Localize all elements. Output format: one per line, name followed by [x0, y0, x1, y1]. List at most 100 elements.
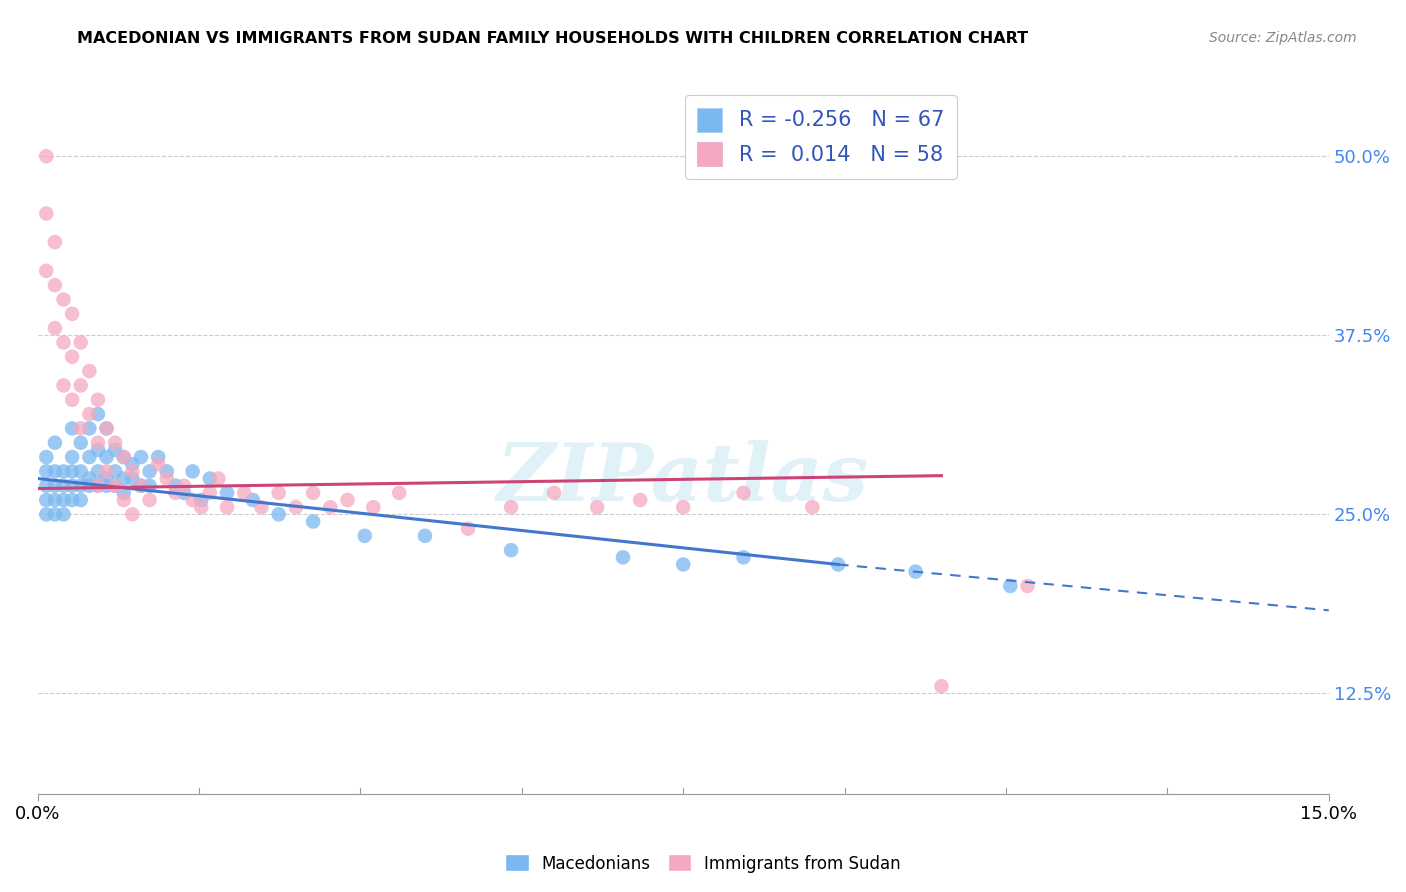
- Point: [198, 486, 221, 500]
- Text: ZIPatlas: ZIPatlas: [498, 440, 869, 517]
- Point: [190, 500, 212, 515]
- Point: [87, 442, 110, 457]
- Point: [104, 464, 127, 478]
- Point: [156, 464, 179, 478]
- Point: [96, 478, 118, 492]
- Point: [60, 392, 83, 407]
- Point: [129, 478, 152, 492]
- Point: [79, 407, 101, 421]
- Point: [79, 450, 101, 464]
- Point: [104, 478, 127, 492]
- Point: [173, 486, 195, 500]
- Point: [87, 392, 110, 407]
- Point: [612, 550, 634, 565]
- Point: [104, 478, 127, 492]
- Point: [96, 421, 118, 435]
- Point: [319, 500, 342, 515]
- Point: [87, 478, 110, 492]
- Point: [138, 493, 160, 508]
- Point: [35, 478, 58, 492]
- Point: [79, 364, 101, 378]
- Point: [52, 293, 75, 307]
- Point: [931, 679, 953, 693]
- Point: [60, 307, 83, 321]
- Point: [215, 500, 238, 515]
- Point: [215, 486, 238, 500]
- Point: [35, 149, 58, 163]
- Point: [181, 493, 204, 508]
- Point: [121, 471, 143, 485]
- Point: [35, 508, 58, 522]
- Point: [69, 478, 91, 492]
- Point: [112, 486, 135, 500]
- Point: [35, 493, 58, 508]
- Point: [672, 500, 695, 515]
- Point: [121, 457, 143, 471]
- Point: [284, 500, 307, 515]
- Point: [52, 478, 75, 492]
- Point: [543, 486, 565, 500]
- Point: [336, 493, 359, 508]
- Point: [198, 471, 221, 485]
- Legend: Macedonians, Immigrants from Sudan: Macedonians, Immigrants from Sudan: [499, 847, 907, 880]
- Point: [44, 235, 66, 249]
- Point: [79, 478, 101, 492]
- Point: [250, 500, 273, 515]
- Point: [79, 471, 101, 485]
- Point: [302, 486, 325, 500]
- Point: [138, 478, 160, 492]
- Legend: R = -0.256   N = 67, R =  0.014   N = 58: R = -0.256 N = 67, R = 0.014 N = 58: [685, 95, 957, 178]
- Point: [60, 421, 83, 435]
- Point: [87, 464, 110, 478]
- Point: [52, 493, 75, 508]
- Point: [69, 464, 91, 478]
- Point: [69, 335, 91, 350]
- Point: [363, 500, 385, 515]
- Point: [35, 450, 58, 464]
- Point: [44, 464, 66, 478]
- Point: [112, 493, 135, 508]
- Point: [165, 478, 187, 492]
- Point: [233, 486, 256, 500]
- Text: Source: ZipAtlas.com: Source: ZipAtlas.com: [1209, 31, 1357, 45]
- Point: [52, 464, 75, 478]
- Point: [96, 471, 118, 485]
- Point: [129, 478, 152, 492]
- Point: [44, 478, 66, 492]
- Point: [1017, 579, 1039, 593]
- Point: [96, 464, 118, 478]
- Point: [87, 407, 110, 421]
- Point: [60, 350, 83, 364]
- Point: [87, 478, 110, 492]
- Point: [69, 378, 91, 392]
- Point: [1000, 579, 1022, 593]
- Point: [96, 450, 118, 464]
- Point: [44, 278, 66, 293]
- Point: [121, 508, 143, 522]
- Point: [190, 493, 212, 508]
- Point: [104, 442, 127, 457]
- Y-axis label: Family Households with Children: Family Households with Children: [0, 289, 8, 582]
- Point: [35, 264, 58, 278]
- Point: [267, 508, 290, 522]
- Point: [267, 486, 290, 500]
- Point: [69, 493, 91, 508]
- Point: [138, 464, 160, 478]
- Point: [87, 435, 110, 450]
- Point: [827, 558, 849, 572]
- Point: [501, 500, 523, 515]
- Point: [801, 500, 824, 515]
- Point: [148, 457, 170, 471]
- Point: [52, 378, 75, 392]
- Point: [96, 421, 118, 435]
- Text: MACEDONIAN VS IMMIGRANTS FROM SUDAN FAMILY HOUSEHOLDS WITH CHILDREN CORRELATION : MACEDONIAN VS IMMIGRANTS FROM SUDAN FAMI…: [77, 31, 1028, 46]
- Point: [388, 486, 411, 500]
- Point: [60, 478, 83, 492]
- Point: [112, 450, 135, 464]
- Point: [181, 464, 204, 478]
- Point: [672, 558, 695, 572]
- Point: [156, 471, 179, 485]
- Point: [52, 508, 75, 522]
- Point: [353, 529, 375, 543]
- Point: [129, 450, 152, 464]
